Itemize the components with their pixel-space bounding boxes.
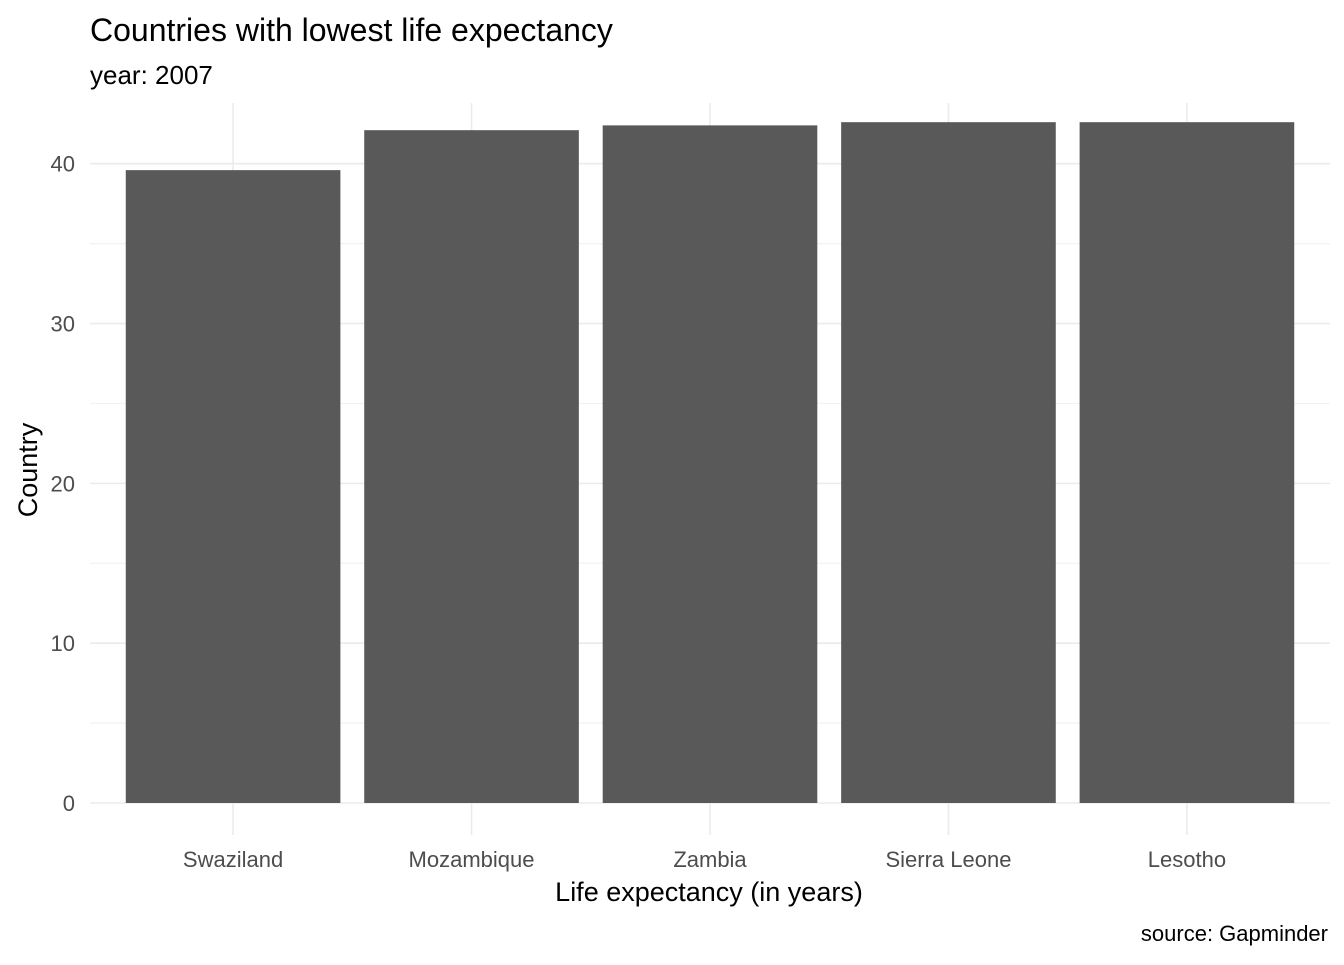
chart-title: Countries with lowest life expectancy	[90, 12, 613, 48]
x-axis-title: Life expectancy (in years)	[555, 877, 863, 907]
chart-subtitle: year: 2007	[90, 60, 213, 90]
x-tick-label: Swaziland	[183, 847, 283, 872]
x-tick-label: Mozambique	[409, 847, 535, 872]
y-tick-label: 20	[51, 471, 75, 496]
y-axis-title: Country	[13, 422, 43, 517]
x-tick-label: Sierra Leone	[885, 847, 1011, 872]
bar-sierra-leone	[841, 122, 1056, 803]
y-tick-label: 30	[51, 312, 75, 337]
x-tick-label: Zambia	[673, 847, 747, 872]
bar-mozambique	[364, 130, 579, 803]
y-tick-label: 10	[51, 631, 75, 656]
y-tick-label: 0	[63, 791, 75, 816]
bar-swaziland	[125, 170, 341, 803]
y-tick-label: 40	[51, 152, 75, 177]
bar-zambia	[602, 125, 818, 803]
tick-layer: 0 10 20 30 40 Swaziland Mozambique Zambia Sierra…	[51, 152, 1227, 872]
chart-caption: source: Gapminder	[1141, 921, 1328, 946]
bar-lesotho	[1079, 122, 1295, 803]
bar-layer	[125, 122, 1295, 803]
x-tick-label: Lesotho	[1148, 847, 1226, 872]
